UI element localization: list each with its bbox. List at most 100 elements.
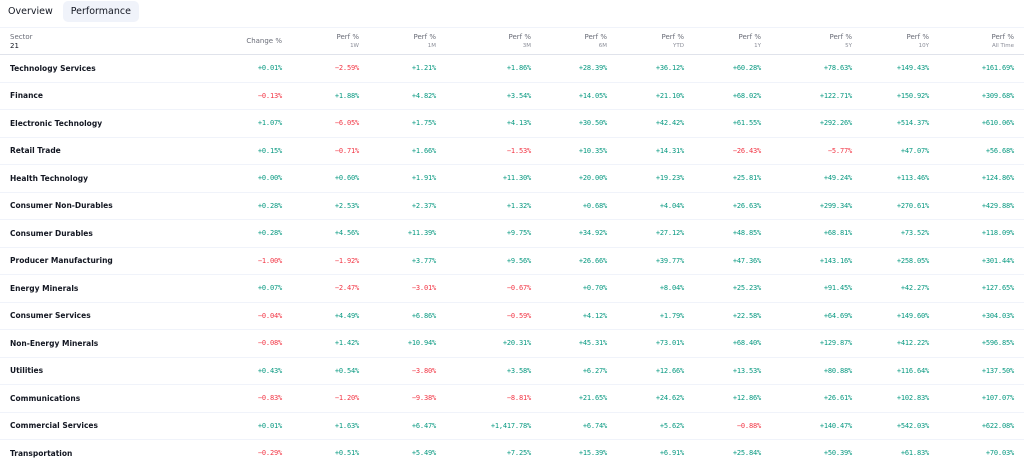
perf-value: +47.07% xyxy=(862,137,939,165)
column-header-1w[interactable]: Perf % 1W xyxy=(292,27,369,55)
sector-name[interactable]: Utilities xyxy=(0,357,205,385)
perf-value: +127.65% xyxy=(939,274,1024,303)
sector-name[interactable]: Producer Manufacturing xyxy=(0,247,205,275)
column-header-3m[interactable]: Perf % 3M xyxy=(446,27,541,55)
perf-value: −0.71% xyxy=(292,137,369,165)
perf-value: +26.61% xyxy=(771,384,862,413)
column-header-period: 5Y xyxy=(845,42,852,49)
perf-value: +1.75% xyxy=(369,109,446,138)
perf-value: +0.28% xyxy=(205,219,292,248)
sector-name[interactable]: Energy Minerals xyxy=(0,274,205,303)
column-header-ytd[interactable]: Perf % YTD xyxy=(617,27,694,55)
table-row[interactable]: Producer Manufacturing −1.00% −1.92% +3.77%… xyxy=(0,247,1024,275)
perf-value: −1.92% xyxy=(292,247,369,275)
table-row[interactable]: Commercial Services +0.01% +1.63% +6.47% +1,… xyxy=(0,412,1024,440)
perf-value: +622.08% xyxy=(939,412,1024,440)
perf-value: +4.04% xyxy=(617,192,694,220)
perf-value: +36.12% xyxy=(617,54,694,83)
perf-value: +124.86% xyxy=(939,164,1024,193)
sector-name[interactable]: Technology Services xyxy=(0,54,205,83)
perf-value: +13.53% xyxy=(694,357,771,385)
column-header-10y[interactable]: Perf % 10Y xyxy=(862,27,939,55)
perf-value: −2.59% xyxy=(292,54,369,83)
column-header-change[interactable]: Change % xyxy=(205,27,292,55)
table-row[interactable]: Transportation −0.29% +0.51% +5.49% +7.25% +1… xyxy=(0,439,1024,467)
perf-value: −6.05% xyxy=(292,109,369,138)
perf-value: +1.21% xyxy=(369,54,446,83)
perf-value: +542.03% xyxy=(862,412,939,440)
sector-name[interactable]: Commercial Services xyxy=(0,412,205,440)
perf-value: +0.54% xyxy=(292,357,369,385)
tab-overview[interactable]: Overview xyxy=(8,5,53,17)
column-header-period: 1Y xyxy=(754,42,761,49)
perf-value: −1.20% xyxy=(292,384,369,413)
table-row[interactable]: Utilities +0.43% +0.54% −3.80% +3.58% +6.27% +… xyxy=(0,357,1024,385)
sector-name[interactable]: Consumer Durables xyxy=(0,219,205,248)
column-header-6m[interactable]: Perf % 6M xyxy=(541,27,617,55)
table-row[interactable]: Consumer Services −0.04% +4.49% +6.86% −0.59… xyxy=(0,302,1024,330)
column-header-label: Sector xyxy=(10,32,33,41)
sector-name[interactable]: Consumer Services xyxy=(0,302,205,330)
perf-value: +2.53% xyxy=(292,192,369,220)
perf-value: +48.85% xyxy=(694,219,771,248)
sector-name[interactable]: Non-Energy Minerals xyxy=(0,329,205,358)
perf-value: +1.88% xyxy=(292,82,369,110)
perf-value: +1.86% xyxy=(446,54,541,83)
column-header-period: YTD xyxy=(673,42,684,49)
perf-value: +12.66% xyxy=(617,357,694,385)
perf-value: +68.02% xyxy=(694,82,771,110)
tab-performance[interactable]: Performance xyxy=(62,0,139,22)
perf-value: +4.82% xyxy=(369,82,446,110)
perf-value: +21.65% xyxy=(541,384,617,413)
perf-value: +45.31% xyxy=(541,329,617,358)
column-header-1m[interactable]: Perf % 1M xyxy=(369,27,446,55)
perf-value: +0.01% xyxy=(205,412,292,440)
table-row[interactable]: Consumer Durables +0.28% +4.56% +11.39% +9.7… xyxy=(0,219,1024,248)
column-header-1y[interactable]: Perf % 1Y xyxy=(694,27,771,55)
column-header-all-time[interactable]: Perf % All Time xyxy=(939,27,1024,55)
perf-value: +22.58% xyxy=(694,302,771,330)
perf-value: +596.85% xyxy=(939,329,1024,358)
sector-name[interactable]: Retail Trade xyxy=(0,137,205,165)
perf-value: +6.91% xyxy=(617,439,694,467)
table-row[interactable]: Communications −0.83% −1.20% −9.38% −8.81% +2… xyxy=(0,384,1024,413)
table-row[interactable]: Retail Trade +0.15% −0.71% +1.66% −1.53% +10.… xyxy=(0,137,1024,165)
perf-value: +64.69% xyxy=(771,302,862,330)
perf-value: −3.80% xyxy=(369,357,446,385)
table-row[interactable]: Finance −0.13% +1.88% +4.82% +3.54% +14.05% +2… xyxy=(0,82,1024,110)
sector-name[interactable]: Health Technology xyxy=(0,164,205,193)
table-row[interactable]: Electronic Technology +1.07% −6.05% +1.75% +… xyxy=(0,109,1024,138)
perf-value: +5.49% xyxy=(369,439,446,467)
table-row[interactable]: Consumer Non-Durables +0.28% +2.53% +2.37% +… xyxy=(0,192,1024,220)
perf-value: +0.60% xyxy=(292,164,369,193)
perf-value: +10.94% xyxy=(369,329,446,358)
column-header-label: Perf % xyxy=(508,32,532,41)
table-row[interactable]: Non-Energy Minerals −0.08% +1.42% +10.94% +2… xyxy=(0,329,1024,358)
table-row[interactable]: Health Technology +0.00% +0.60% +1.91% +11.3… xyxy=(0,164,1024,193)
perf-value: +5.62% xyxy=(617,412,694,440)
perf-value: −26.43% xyxy=(694,137,771,165)
perf-value: +0.68% xyxy=(541,192,617,220)
sector-name[interactable]: Consumer Non-Durables xyxy=(0,192,205,220)
sector-name[interactable]: Electronic Technology xyxy=(0,109,205,138)
table-row[interactable]: Technology Services +0.01% −2.59% +1.21% +1.… xyxy=(0,54,1024,83)
perf-value: +113.46% xyxy=(862,164,939,193)
perf-value: +0.07% xyxy=(205,274,292,303)
sector-name[interactable]: Finance xyxy=(0,82,205,110)
perf-value: +20.00% xyxy=(541,164,617,193)
table-row[interactable]: Energy Minerals +0.07% −2.47% −3.01% −0.67% +… xyxy=(0,274,1024,303)
perf-value: +4.56% xyxy=(292,219,369,248)
perf-value: +49.24% xyxy=(771,164,862,193)
column-header-5y[interactable]: Perf % 5Y xyxy=(771,27,862,55)
perf-value: +304.03% xyxy=(939,302,1024,330)
sector-name[interactable]: Transportation xyxy=(0,439,205,467)
sector-name[interactable]: Communications xyxy=(0,384,205,413)
perf-value: +514.37% xyxy=(862,109,939,138)
perf-value: +12.86% xyxy=(694,384,771,413)
column-header-label: Perf % xyxy=(413,32,437,41)
perf-value: +301.44% xyxy=(939,247,1024,275)
perf-value: +6.27% xyxy=(541,357,617,385)
column-header-sector[interactable]: Sector 21 xyxy=(0,27,205,55)
column-header-label: Perf % xyxy=(584,32,608,41)
perf-value: +8.04% xyxy=(617,274,694,303)
